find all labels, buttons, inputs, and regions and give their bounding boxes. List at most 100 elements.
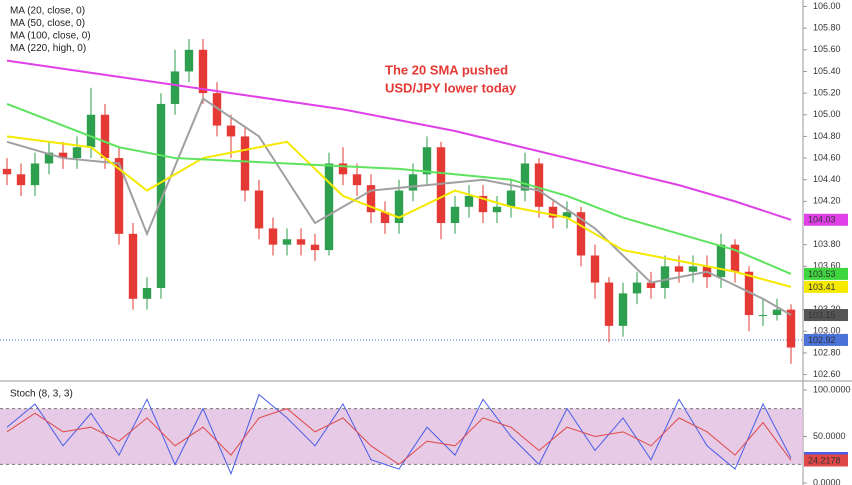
candle-body	[520, 163, 530, 191]
y-tick-label: 104.20	[813, 196, 841, 206]
candle-body	[562, 212, 572, 218]
legend-entry: MA (20, close, 0)	[10, 6, 85, 17]
moving-average	[6, 59, 792, 221]
candle-body	[100, 114, 110, 159]
candle-body	[576, 212, 586, 256]
candle-body	[786, 309, 796, 348]
price-tag-label: 102.92	[808, 335, 836, 345]
candle-body	[254, 190, 264, 229]
moving-average	[6, 135, 792, 288]
candle-body	[772, 309, 782, 316]
candle-body	[142, 287, 152, 299]
y-tick-label: 100.0000	[813, 384, 851, 394]
candle-body	[44, 152, 54, 164]
candle-body	[30, 163, 40, 186]
candle-body	[170, 71, 180, 104]
candle-body	[366, 185, 376, 213]
candle-body	[492, 206, 502, 213]
candle-body	[72, 147, 82, 159]
price-tag	[804, 213, 848, 226]
candle-body	[156, 103, 166, 288]
candle-body	[296, 239, 306, 245]
price-tag-label: 103.41	[808, 282, 836, 292]
price-tag	[804, 454, 848, 467]
y-tick-label: 105.80	[813, 23, 841, 33]
candle-body	[16, 174, 26, 186]
candle-body	[310, 244, 320, 251]
moving-average	[6, 102, 792, 275]
y-tick-label: 103.80	[813, 239, 841, 249]
price-tag-label: 103.15	[808, 310, 836, 320]
y-tick-label: 103.60	[813, 261, 841, 271]
candle-body	[618, 293, 628, 326]
y-tick-label: 104.60	[813, 152, 841, 162]
price-tag	[804, 333, 848, 346]
stoch-band	[0, 408, 803, 465]
y-tick-label: 50.0000	[813, 431, 846, 441]
candle-body	[86, 114, 96, 148]
candle-body	[744, 271, 754, 316]
candle-body	[436, 147, 446, 224]
y-tick-label: 104.80	[813, 131, 841, 141]
candle-body	[128, 233, 138, 299]
candle-body	[2, 168, 12, 175]
candle-body	[324, 163, 334, 251]
candle-body	[758, 315, 768, 317]
candle-body	[730, 244, 740, 272]
y-tick-label: 102.80	[813, 347, 841, 357]
candle-body	[226, 125, 236, 137]
candle-body	[58, 152, 68, 159]
y-tick-label: 103.20	[813, 304, 841, 314]
candle-body	[380, 212, 390, 224]
y-tick-label: 105.00	[813, 109, 841, 119]
annotation: The 20 SMA pushed	[385, 62, 508, 77]
indicator-title: Stoch (8, 3, 3)	[10, 389, 73, 400]
candle-body	[184, 49, 194, 72]
y-tick-label: 106.00	[813, 1, 841, 11]
candle-body	[268, 228, 278, 245]
candle-body	[240, 136, 250, 191]
candle-body	[590, 255, 600, 283]
price-tag-label: 104.03	[808, 215, 836, 225]
annotation: USD/JPY lower today	[385, 80, 517, 95]
candle-body	[478, 195, 488, 213]
price-tag	[804, 280, 848, 293]
legend-entry: MA (100, close, 0)	[10, 31, 91, 42]
price-tag-label: 103.53	[808, 269, 836, 279]
candle-body	[632, 282, 642, 294]
candle-body	[674, 266, 684, 272]
price-tag	[804, 309, 848, 322]
legend-entry: MA (50, close, 0)	[10, 18, 85, 29]
moving-average	[6, 97, 792, 316]
candle-body	[716, 244, 726, 278]
candle-body	[114, 158, 124, 234]
candle-body	[352, 174, 362, 186]
legend-entry: MA (220, high, 0)	[10, 43, 86, 54]
y-tick-label: 105.40	[813, 66, 841, 76]
candle-body	[464, 195, 474, 207]
candle-body	[282, 239, 292, 245]
price-tag-label: 24.2178	[808, 455, 841, 465]
candle-body	[212, 93, 222, 126]
candle-body	[394, 190, 404, 224]
candle-body	[646, 282, 656, 288]
y-tick-label: 0.0000	[813, 477, 841, 485]
price-tag	[804, 267, 848, 280]
candle-body	[338, 163, 348, 175]
y-tick-label: 103.00	[813, 326, 841, 336]
y-tick-label: 104.40	[813, 174, 841, 184]
stoch-line	[6, 393, 792, 476]
candle-body	[408, 174, 418, 191]
candle-body	[604, 282, 614, 326]
y-tick-label: 105.60	[813, 44, 841, 54]
y-tick-label: 105.20	[813, 87, 841, 97]
candle-body	[688, 266, 698, 272]
candle-body	[422, 147, 432, 175]
candle-body	[450, 206, 460, 224]
candle-body	[534, 163, 544, 207]
y-tick-label: 102.60	[813, 369, 841, 379]
candle-body	[548, 206, 558, 218]
candle-body	[506, 190, 516, 207]
